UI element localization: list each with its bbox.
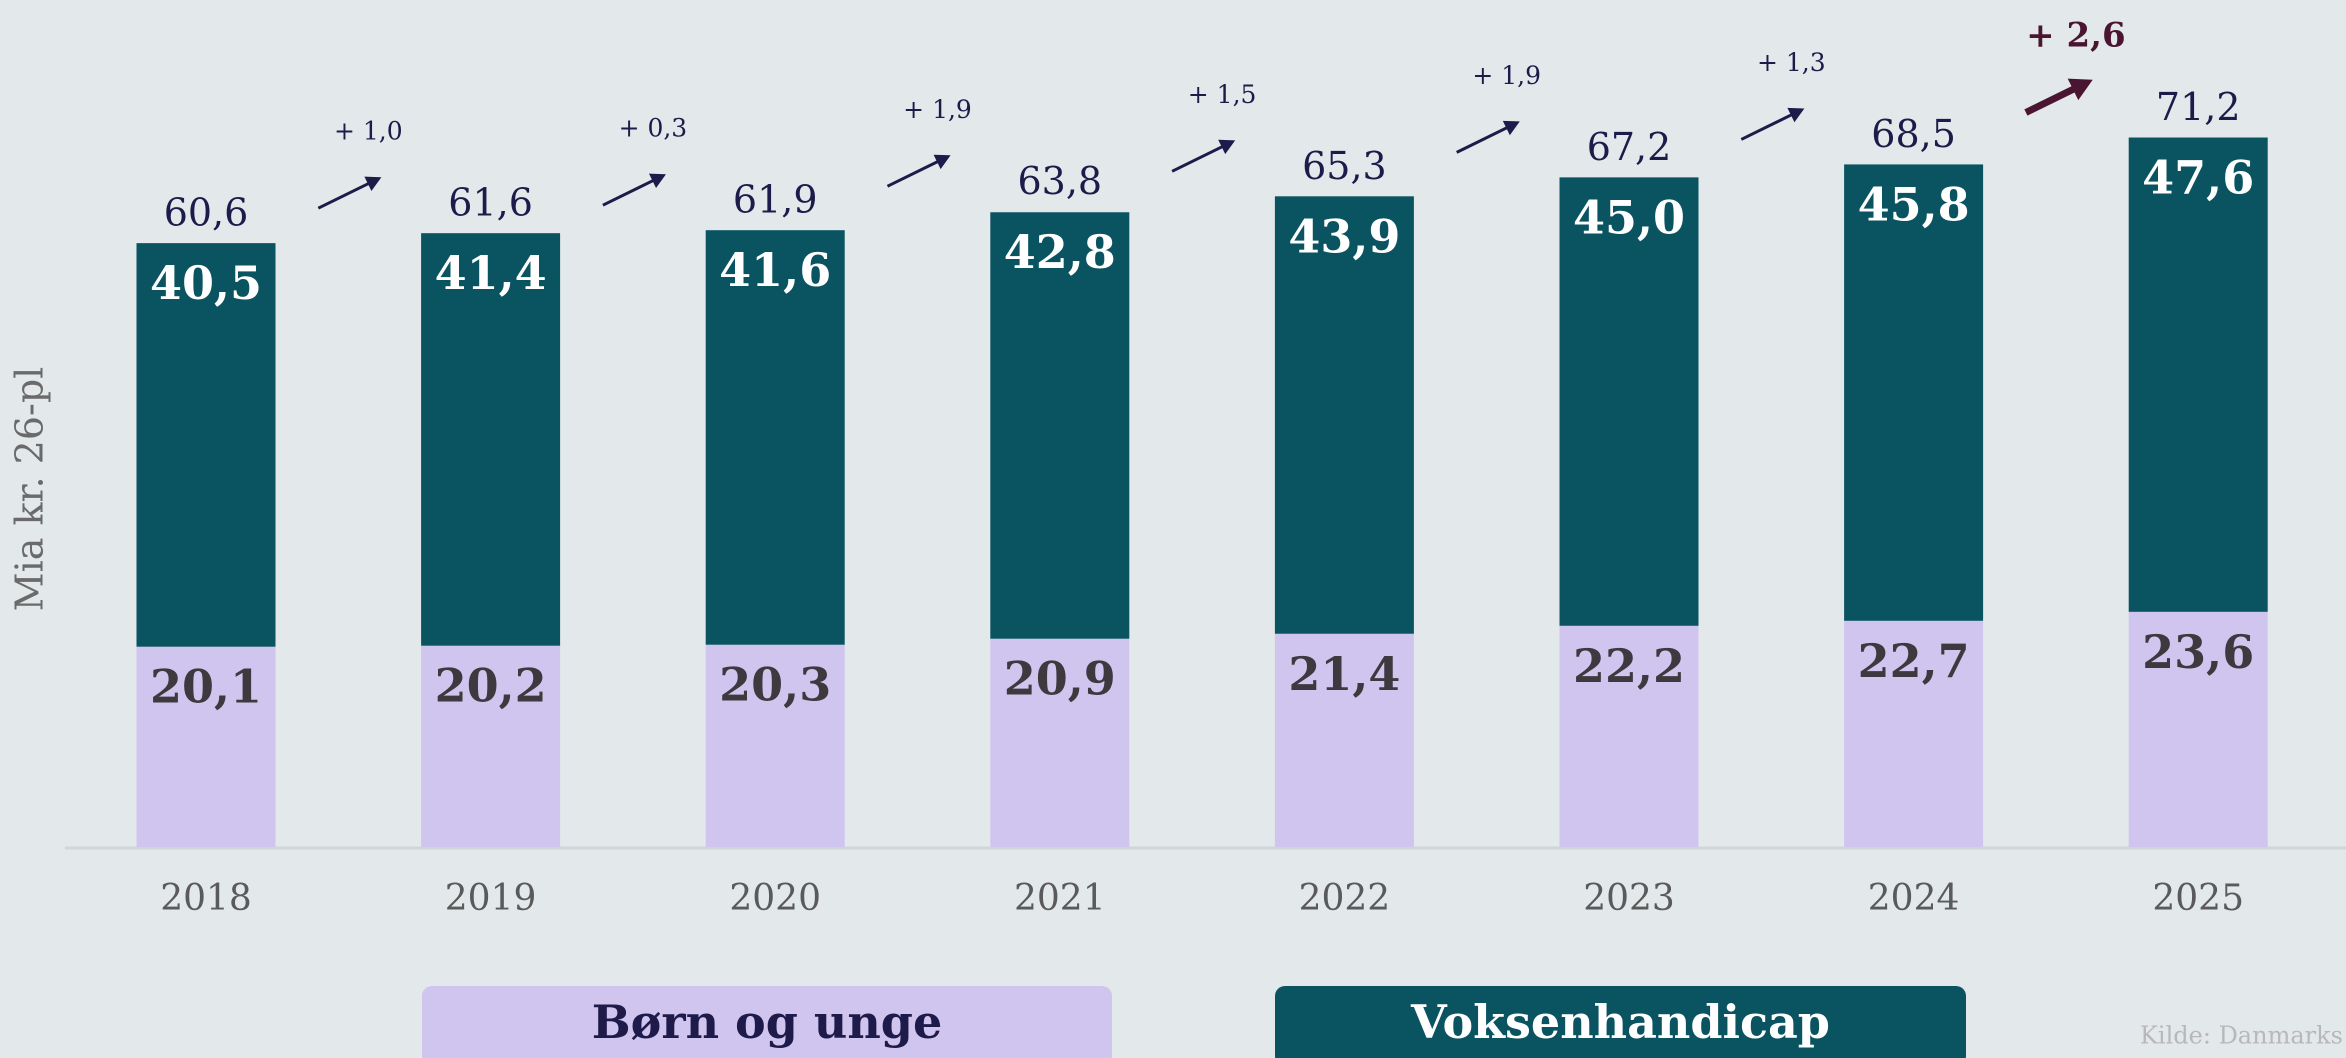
- change-label: + 1,9: [1472, 61, 1541, 90]
- bar-segment: [1559, 625, 1699, 847]
- arrow-head: [1218, 139, 1236, 155]
- x-tick-label: 2019: [445, 878, 537, 919]
- bar-segment: [990, 212, 1130, 639]
- bar-segment: [2128, 611, 2268, 847]
- x-tick-label: 2020: [729, 878, 821, 919]
- y-axis-label: Mia kr. 26-pl: [8, 367, 52, 612]
- bar-segment: [1559, 177, 1699, 626]
- bar-segment: [705, 644, 845, 847]
- arrow-head: [648, 173, 666, 189]
- arrow-head: [933, 154, 951, 170]
- legend-box: [1275, 986, 1966, 1058]
- change-label: + 0,3: [619, 114, 688, 143]
- value-label: 23,6: [2142, 625, 2254, 679]
- x-tick-label: 2025: [2152, 878, 2244, 919]
- change-arrow: [1171, 142, 1228, 173]
- arrow-head: [1502, 120, 1520, 136]
- x-tick-label: 2022: [1299, 878, 1391, 919]
- value-label: 47,6: [2142, 151, 2254, 205]
- change-label: + 1,9: [903, 95, 972, 124]
- total-label: 65,3: [1302, 144, 1387, 188]
- change-arrow: [602, 176, 659, 207]
- legend-box: [422, 986, 1112, 1058]
- bar-segment: [421, 645, 561, 847]
- legend-label: Voksenhandicap: [1410, 995, 1830, 1049]
- total-label: 61,6: [448, 181, 533, 225]
- bar-segment: [421, 233, 561, 646]
- change-arrow: [317, 179, 374, 210]
- change-label: + 2,6: [2026, 16, 2125, 56]
- total-label: 60,6: [164, 191, 249, 235]
- value-label: 43,9: [1288, 209, 1400, 263]
- bar-segment: [1274, 196, 1414, 634]
- change-arrow: [886, 157, 944, 188]
- value-label: 20,2: [435, 659, 547, 713]
- source: Kilde: Danmarks: [2140, 1022, 2343, 1050]
- total-label: 67,2: [1587, 125, 1672, 169]
- arrow-head: [1787, 107, 1805, 123]
- bar-segment: [2128, 137, 2268, 612]
- change-arrow: [2024, 82, 2083, 116]
- change-label: + 1,5: [1188, 80, 1257, 109]
- arrow-head: [364, 176, 382, 191]
- value-label: 41,4: [435, 246, 547, 300]
- value-label: 40,5: [150, 256, 262, 310]
- value-label: 42,8: [1004, 225, 1116, 279]
- legend-label: Børn og unge: [592, 995, 942, 1049]
- bar-segment: [136, 243, 276, 647]
- total-label: 63,8: [1017, 159, 1102, 203]
- value-label: 20,9: [1004, 652, 1116, 706]
- change-label: + 1,0: [334, 117, 403, 146]
- value-label: 45,0: [1573, 190, 1685, 244]
- total-label: 71,2: [2156, 85, 2241, 129]
- bar-segment: [705, 230, 845, 645]
- bar-segment: [990, 638, 1130, 847]
- change-arrow: [1456, 124, 1513, 154]
- value-label: 45,8: [1858, 177, 1970, 231]
- x-tick-label: 2024: [1868, 878, 1960, 919]
- bar-segment: [136, 646, 276, 847]
- x-tick-label: 2018: [160, 878, 252, 919]
- bar-segment: [1844, 164, 1984, 621]
- bar-segment: [1844, 620, 1984, 847]
- value-label: 20,1: [150, 660, 262, 714]
- value-label: 22,2: [1573, 639, 1685, 693]
- value-label: 22,7: [1858, 634, 1970, 688]
- value-label: 21,4: [1288, 647, 1400, 701]
- value-label: 41,6: [719, 243, 831, 297]
- arrow-head: [2067, 78, 2093, 101]
- change-label: + 1,3: [1757, 48, 1826, 77]
- x-tick-label: 2023: [1583, 878, 1675, 919]
- value-label: 20,3: [719, 658, 831, 712]
- x-tick-label: 2021: [1014, 878, 1106, 919]
- bar-segment: [1274, 633, 1414, 847]
- total-label: 61,9: [733, 178, 818, 222]
- total-label: 68,5: [1871, 112, 1956, 156]
- change-arrow: [1740, 111, 1797, 141]
